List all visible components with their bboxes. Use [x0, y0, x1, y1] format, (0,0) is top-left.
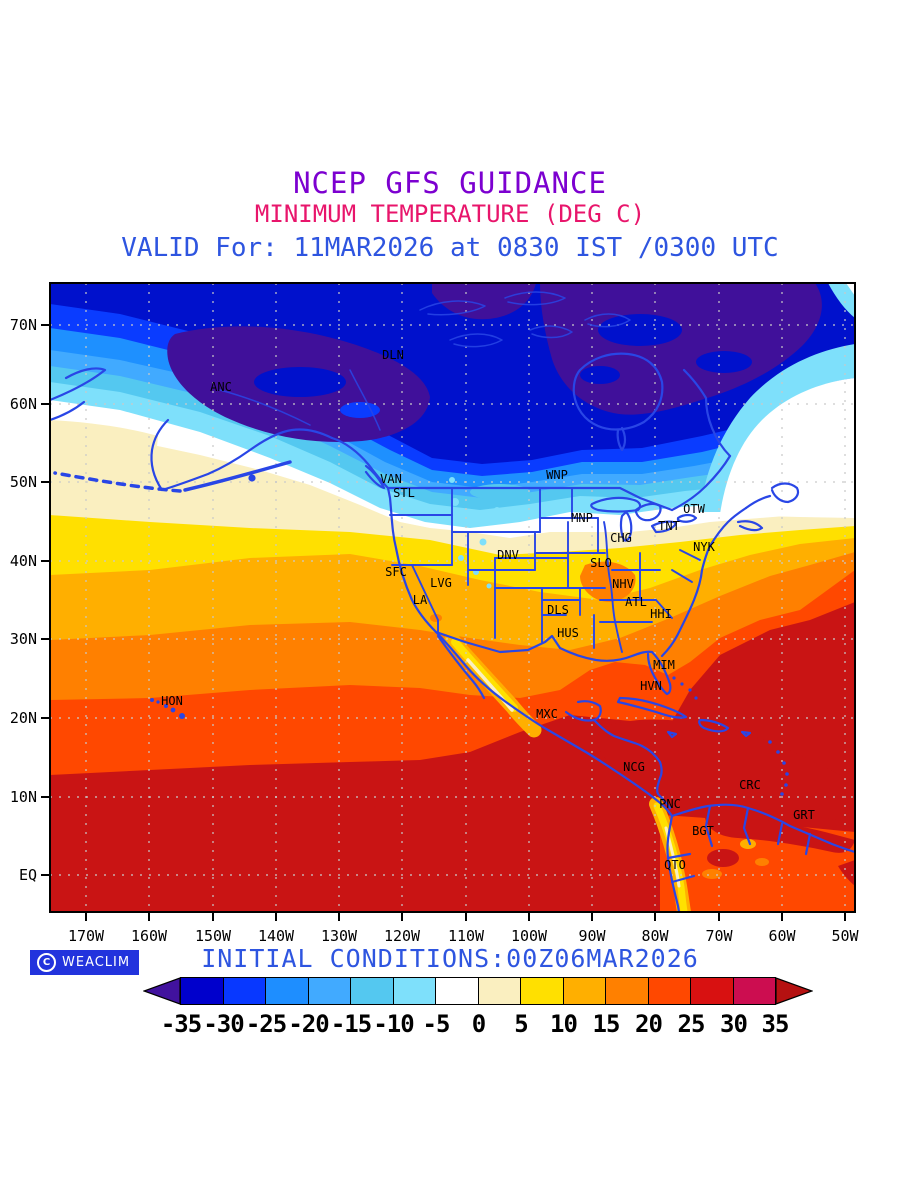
- lon-tick-label: 160W: [131, 927, 168, 945]
- station-label-dnv: DNV: [497, 548, 519, 562]
- station-label-sfc: SFC: [385, 565, 407, 579]
- colorbar-cell: -20: [288, 977, 351, 1038]
- colorbar-left-arrow: [143, 977, 181, 1005]
- colorbar-cell: 25: [678, 977, 734, 1038]
- station-label-lvg: LVG: [430, 576, 452, 590]
- lon-tick-label: 130W: [321, 927, 358, 945]
- station-label-mim: MIM: [653, 658, 675, 672]
- lat-tick-label: 20N: [10, 709, 37, 727]
- colorbar-tick-label: -15: [330, 1010, 372, 1038]
- lon-tick-label: 70W: [705, 927, 733, 945]
- lat-tick-label: 70N: [10, 316, 37, 334]
- station-label-qto: QTO: [664, 858, 686, 872]
- colorbar-tick-label: -30: [203, 1010, 244, 1038]
- colorbar-cell: 30 35: [720, 977, 789, 1038]
- page-title: NCEP GFS GUIDANCE: [293, 166, 607, 200]
- weaclim-logo: C WEACLIM: [30, 950, 140, 975]
- lon-tick-label: 110W: [448, 927, 485, 945]
- colorbar-cell: -10: [373, 977, 436, 1038]
- colorbar-cell: -30: [203, 977, 266, 1038]
- lon-tick-label: 140W: [258, 927, 295, 945]
- lon-tick-label: 50W: [831, 927, 859, 945]
- station-label-crc: CRC: [739, 778, 761, 792]
- station-label-ncg: NCG: [623, 760, 645, 774]
- station-label-dln: DLN: [382, 348, 404, 362]
- lon-tick-label: 170W: [68, 927, 105, 945]
- colorbar-tick-label: 10: [550, 1010, 578, 1038]
- coastlines-borders: [50, 291, 855, 912]
- station-label-chg: CHG: [610, 531, 632, 545]
- valid-time-line: VALID For: 11MAR2026 at 0830 IST /0300 U…: [121, 233, 779, 263]
- colorbar-tick-label: 20: [635, 1010, 663, 1038]
- lat-tick-label: 40N: [10, 552, 37, 570]
- station-label-grt: GRT: [793, 808, 815, 822]
- station-label-la: LA: [413, 593, 428, 607]
- station-label-nhv: NHV: [612, 577, 634, 591]
- lon-tick-label: 150W: [195, 927, 232, 945]
- station-label-hus: HUS: [557, 626, 579, 640]
- lon-tick-label: 90W: [578, 927, 606, 945]
- station-label-pnc: PNC: [659, 797, 681, 811]
- colorbar-tick-label: 0: [471, 1010, 486, 1038]
- colorbar-tick-label: 35: [761, 1010, 790, 1038]
- map-canvas: DLN ANC VAN STL WNP MNP OTW TNT CHG NYK DNV SLO SFC L…: [0, 270, 900, 950]
- colorbar-tick-label: -35: [160, 1010, 202, 1038]
- colorbar-cell: 20: [635, 977, 691, 1038]
- colorbar-cell: -5: [423, 977, 479, 1038]
- station-label-hvn: HVN: [640, 679, 662, 693]
- colorbar-tick-label: 5: [514, 1010, 528, 1038]
- lon-tick-label: 120W: [384, 927, 421, 945]
- colorbar-tick-label: -5: [422, 1010, 451, 1038]
- colorbar-tick-label: -10: [373, 1010, 414, 1038]
- colorbar-cell: -15: [331, 977, 394, 1038]
- logo-text: WEACLIM: [62, 955, 131, 970]
- station-label-mxc: MXC: [536, 707, 558, 721]
- footer-row: C WEACLIM INITIAL CONDITIONS:00Z06MAR202…: [0, 944, 900, 978]
- station-label-anc: ANC: [210, 380, 232, 394]
- lon-tick-label: 60W: [768, 927, 796, 945]
- station-label-wnp: WNP: [546, 468, 568, 482]
- map-frame: [49, 282, 856, 913]
- lat-tick-label: 50N: [10, 473, 37, 491]
- station-label-dls: DLS: [547, 603, 569, 617]
- station-label-otw: OTW: [683, 502, 705, 516]
- lat-tick-label: 30N: [10, 630, 37, 648]
- temperature-colorbar: -35 -30 -25 -20 -15 -10 -5 0 5 10 15 20 25 30 35: [143, 977, 813, 1047]
- station-label-stl: STL: [393, 486, 415, 500]
- station-label-nyk: NYK: [693, 540, 715, 554]
- colorbar-cell: 15: [593, 977, 649, 1038]
- colorbar-cell: 10: [550, 977, 606, 1038]
- colorbar-tick-label: 15: [592, 1010, 621, 1038]
- station-label-hhi: HHI: [650, 607, 672, 621]
- station-label-van: VAN: [380, 472, 402, 486]
- station-label-mnp: MNP: [571, 511, 593, 525]
- page-subtitle: MINIMUM TEMPERATURE (DEG C): [254, 200, 646, 228]
- lat-tick-label: 10N: [10, 788, 37, 806]
- colorbar-tick-label: -20: [288, 1010, 329, 1038]
- station-label-atl: ATL: [625, 595, 647, 609]
- axes: 70N 60N 50N 40N 30N 20N 10N EQ 170W 160W 150W 140W 1…: [10, 316, 860, 945]
- colorbar-cell: -35: [161, 977, 224, 1038]
- lat-tick-label: EQ: [19, 866, 37, 884]
- station-label-hon: HON: [161, 694, 183, 708]
- colorbar-right-arrow: [775, 977, 813, 1005]
- colorbar-cell: 5: [514, 977, 564, 1038]
- station-label-bgt: BGT: [692, 824, 714, 838]
- station-label-slo: SLO: [590, 556, 612, 570]
- colorbar-tick-label: -25: [245, 1010, 287, 1038]
- lon-tick-label: 80W: [641, 927, 669, 945]
- colorbar-tick-label: 25: [677, 1010, 706, 1038]
- colorbar-tick-label: 30: [720, 1010, 748, 1038]
- temperature-bands: [50, 283, 855, 912]
- colorbar-cell: 0: [472, 977, 521, 1038]
- initial-conditions-line: INITIAL CONDITIONS:00Z06MAR2026: [201, 944, 699, 973]
- colorbar-cell: -25: [246, 977, 309, 1038]
- copyright-icon: C: [37, 953, 56, 972]
- station-label-tnt: TNT: [658, 519, 680, 533]
- lat-tick-label: 60N: [10, 395, 37, 413]
- lon-tick-label: 100W: [511, 927, 548, 945]
